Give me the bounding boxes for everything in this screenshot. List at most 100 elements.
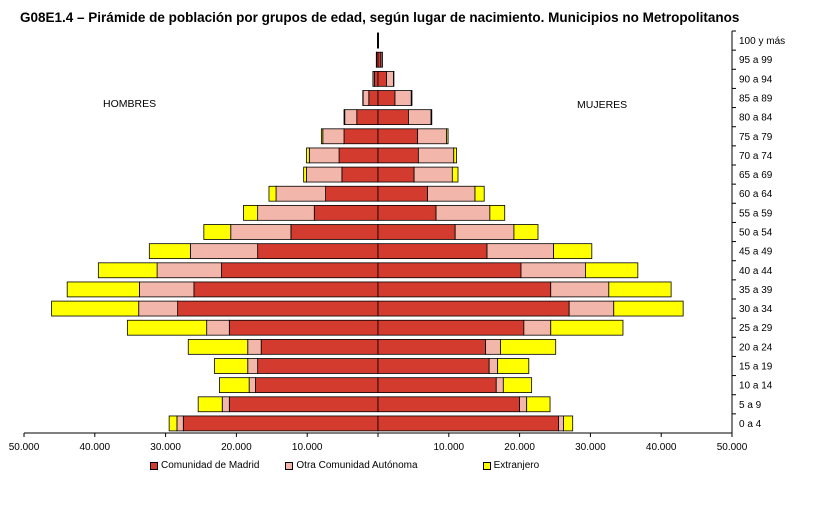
age-group-label: 20 a 24: [739, 342, 773, 353]
bar-women-extranjero: [489, 204, 506, 221]
bar-men-extranjero: [268, 185, 277, 202]
legend-label-extranjero: Extranjero: [493, 460, 540, 471]
right-side-label: MUJERES: [577, 99, 627, 111]
bar-women-otra: [488, 358, 499, 374]
bar-women-madrid: [377, 70, 387, 87]
legend-swatch-madrid: [150, 461, 158, 470]
bar-women-madrid: [377, 358, 490, 374]
bar-men-extranjero: [51, 300, 140, 317]
bar-men-madrid: [338, 147, 379, 164]
bar-women-otra: [486, 243, 554, 260]
bar-women-otra: [427, 185, 476, 202]
x-tick-label: 50.000: [717, 442, 748, 453]
bar-men-otra: [156, 262, 222, 279]
age-group-label: 5 a 9: [739, 400, 762, 411]
bar-women-extranjero: [563, 415, 574, 432]
bar-men-madrid: [228, 319, 379, 336]
age-group-label: 15 a 19: [739, 362, 773, 373]
bar-men-madrid: [374, 70, 379, 87]
bar-men-otra: [308, 147, 340, 164]
bar-men-otra: [275, 185, 327, 202]
bar-women-madrid: [377, 319, 525, 336]
bar-women-madrid: [377, 338, 487, 355]
bar-men-otra: [306, 166, 343, 183]
legend-label-madrid: Comunidad de Madrid: [161, 460, 260, 471]
bar-women-otra: [485, 338, 501, 355]
bar-women-otra: [435, 204, 491, 221]
age-group-label: 70 a 74: [739, 151, 773, 162]
x-tick-label: 30.000: [150, 442, 181, 453]
bar-women-otra: [413, 166, 453, 183]
x-tick-label: 20.000: [504, 442, 535, 453]
bar-men-otra: [362, 90, 370, 106]
bar-women-madrid: [377, 415, 559, 432]
bar-men-madrid: [368, 90, 379, 106]
legend-label-otra: Otra Comunidad Autónoma: [296, 460, 418, 471]
bar-women-otra: [520, 262, 586, 279]
legend-item-otra: Otra Comunidad Autónoma: [285, 460, 418, 471]
bar-women-extranjero: [550, 319, 624, 336]
age-group-label: 60 a 64: [739, 189, 773, 200]
bars-group: [51, 32, 684, 432]
age-group-label: 10 a 14: [739, 381, 773, 392]
bar-men-extranjero: [97, 262, 158, 279]
age-group-label: 40 a 44: [739, 266, 773, 277]
bar-women-madrid: [377, 281, 552, 298]
bar-men-madrid: [260, 338, 379, 355]
age-group-label: 55 a 59: [739, 208, 773, 219]
age-group-label: 0 a 4: [739, 419, 762, 430]
x-tick-label: 40.000: [80, 442, 111, 453]
bar-men-madrid: [341, 166, 379, 183]
chart-title: G08E1.4 – Pirámide de población por grup…: [20, 10, 740, 25]
bar-men-extranjero: [126, 319, 208, 336]
age-group-label: 90 a 94: [739, 74, 773, 85]
bar-women-extranjero: [474, 185, 485, 202]
bar-men-madrid: [228, 396, 379, 413]
bar-men-extranjero: [320, 128, 324, 145]
bar-men-otra: [257, 204, 315, 221]
bar-women-otra: [417, 128, 448, 145]
legend-swatch-otra: [285, 461, 294, 470]
bar-women-otra: [523, 319, 552, 336]
bar-women-madrid: [377, 204, 437, 221]
bar-men-madrid: [255, 377, 379, 394]
bar-men-extranjero: [343, 109, 346, 126]
bar-women-extranjero: [613, 300, 684, 317]
age-group-label: 65 a 69: [739, 170, 773, 181]
age-group-label: 85 a 89: [739, 94, 773, 105]
bar-women-otra: [454, 224, 515, 240]
bar-men-madrid: [313, 204, 379, 221]
bar-women-extranjero: [502, 377, 533, 394]
age-group-label: 50 a 54: [739, 228, 773, 239]
bar-women-extranjero: [500, 338, 557, 355]
bar-women-otra: [417, 147, 455, 164]
bar-men-extranjero: [303, 166, 307, 183]
age-group-label: 75 a 79: [739, 132, 773, 143]
bar-men-extranjero: [66, 281, 140, 298]
x-tick-label: 30.000: [575, 442, 606, 453]
bar-men-extranjero: [168, 415, 178, 432]
bar-men-madrid: [356, 109, 379, 126]
age-group-label: 25 a 29: [739, 323, 773, 334]
legend: Comunidad de Madrid Otra Comunidad Autón…: [150, 460, 539, 471]
bar-men-madrid: [221, 262, 379, 279]
bar-women-extranjero: [608, 281, 672, 298]
bar-men-madrid: [325, 185, 379, 202]
bar-women-extranjero: [513, 224, 539, 240]
bar-men-extranjero: [306, 147, 310, 164]
legend-item-extranjero: Extranjero: [482, 460, 540, 471]
bar-men-otra: [139, 281, 195, 298]
bar-men-otra: [248, 377, 256, 394]
bar-men-otra: [189, 243, 259, 260]
bar-men-otra: [344, 109, 358, 126]
bar-women-madrid: [377, 90, 396, 106]
bar-men-extranjero: [219, 377, 250, 394]
bar-women-madrid: [377, 147, 419, 164]
bar-women-madrid: [377, 262, 522, 279]
age-group-label: 80 a 84: [739, 113, 773, 124]
population-pyramid-chart: 0 a 4 5 a 9 10 a 14 15 a 19 20 a 24 25 a 29 30…: [9, 30, 785, 453]
legend-item-madrid: Comunidad de Madrid: [150, 460, 259, 471]
bar-women-extranjero: [430, 109, 433, 126]
x-tick-label: 20.000: [221, 442, 252, 453]
age-group-label: 35 a 39: [739, 285, 773, 296]
